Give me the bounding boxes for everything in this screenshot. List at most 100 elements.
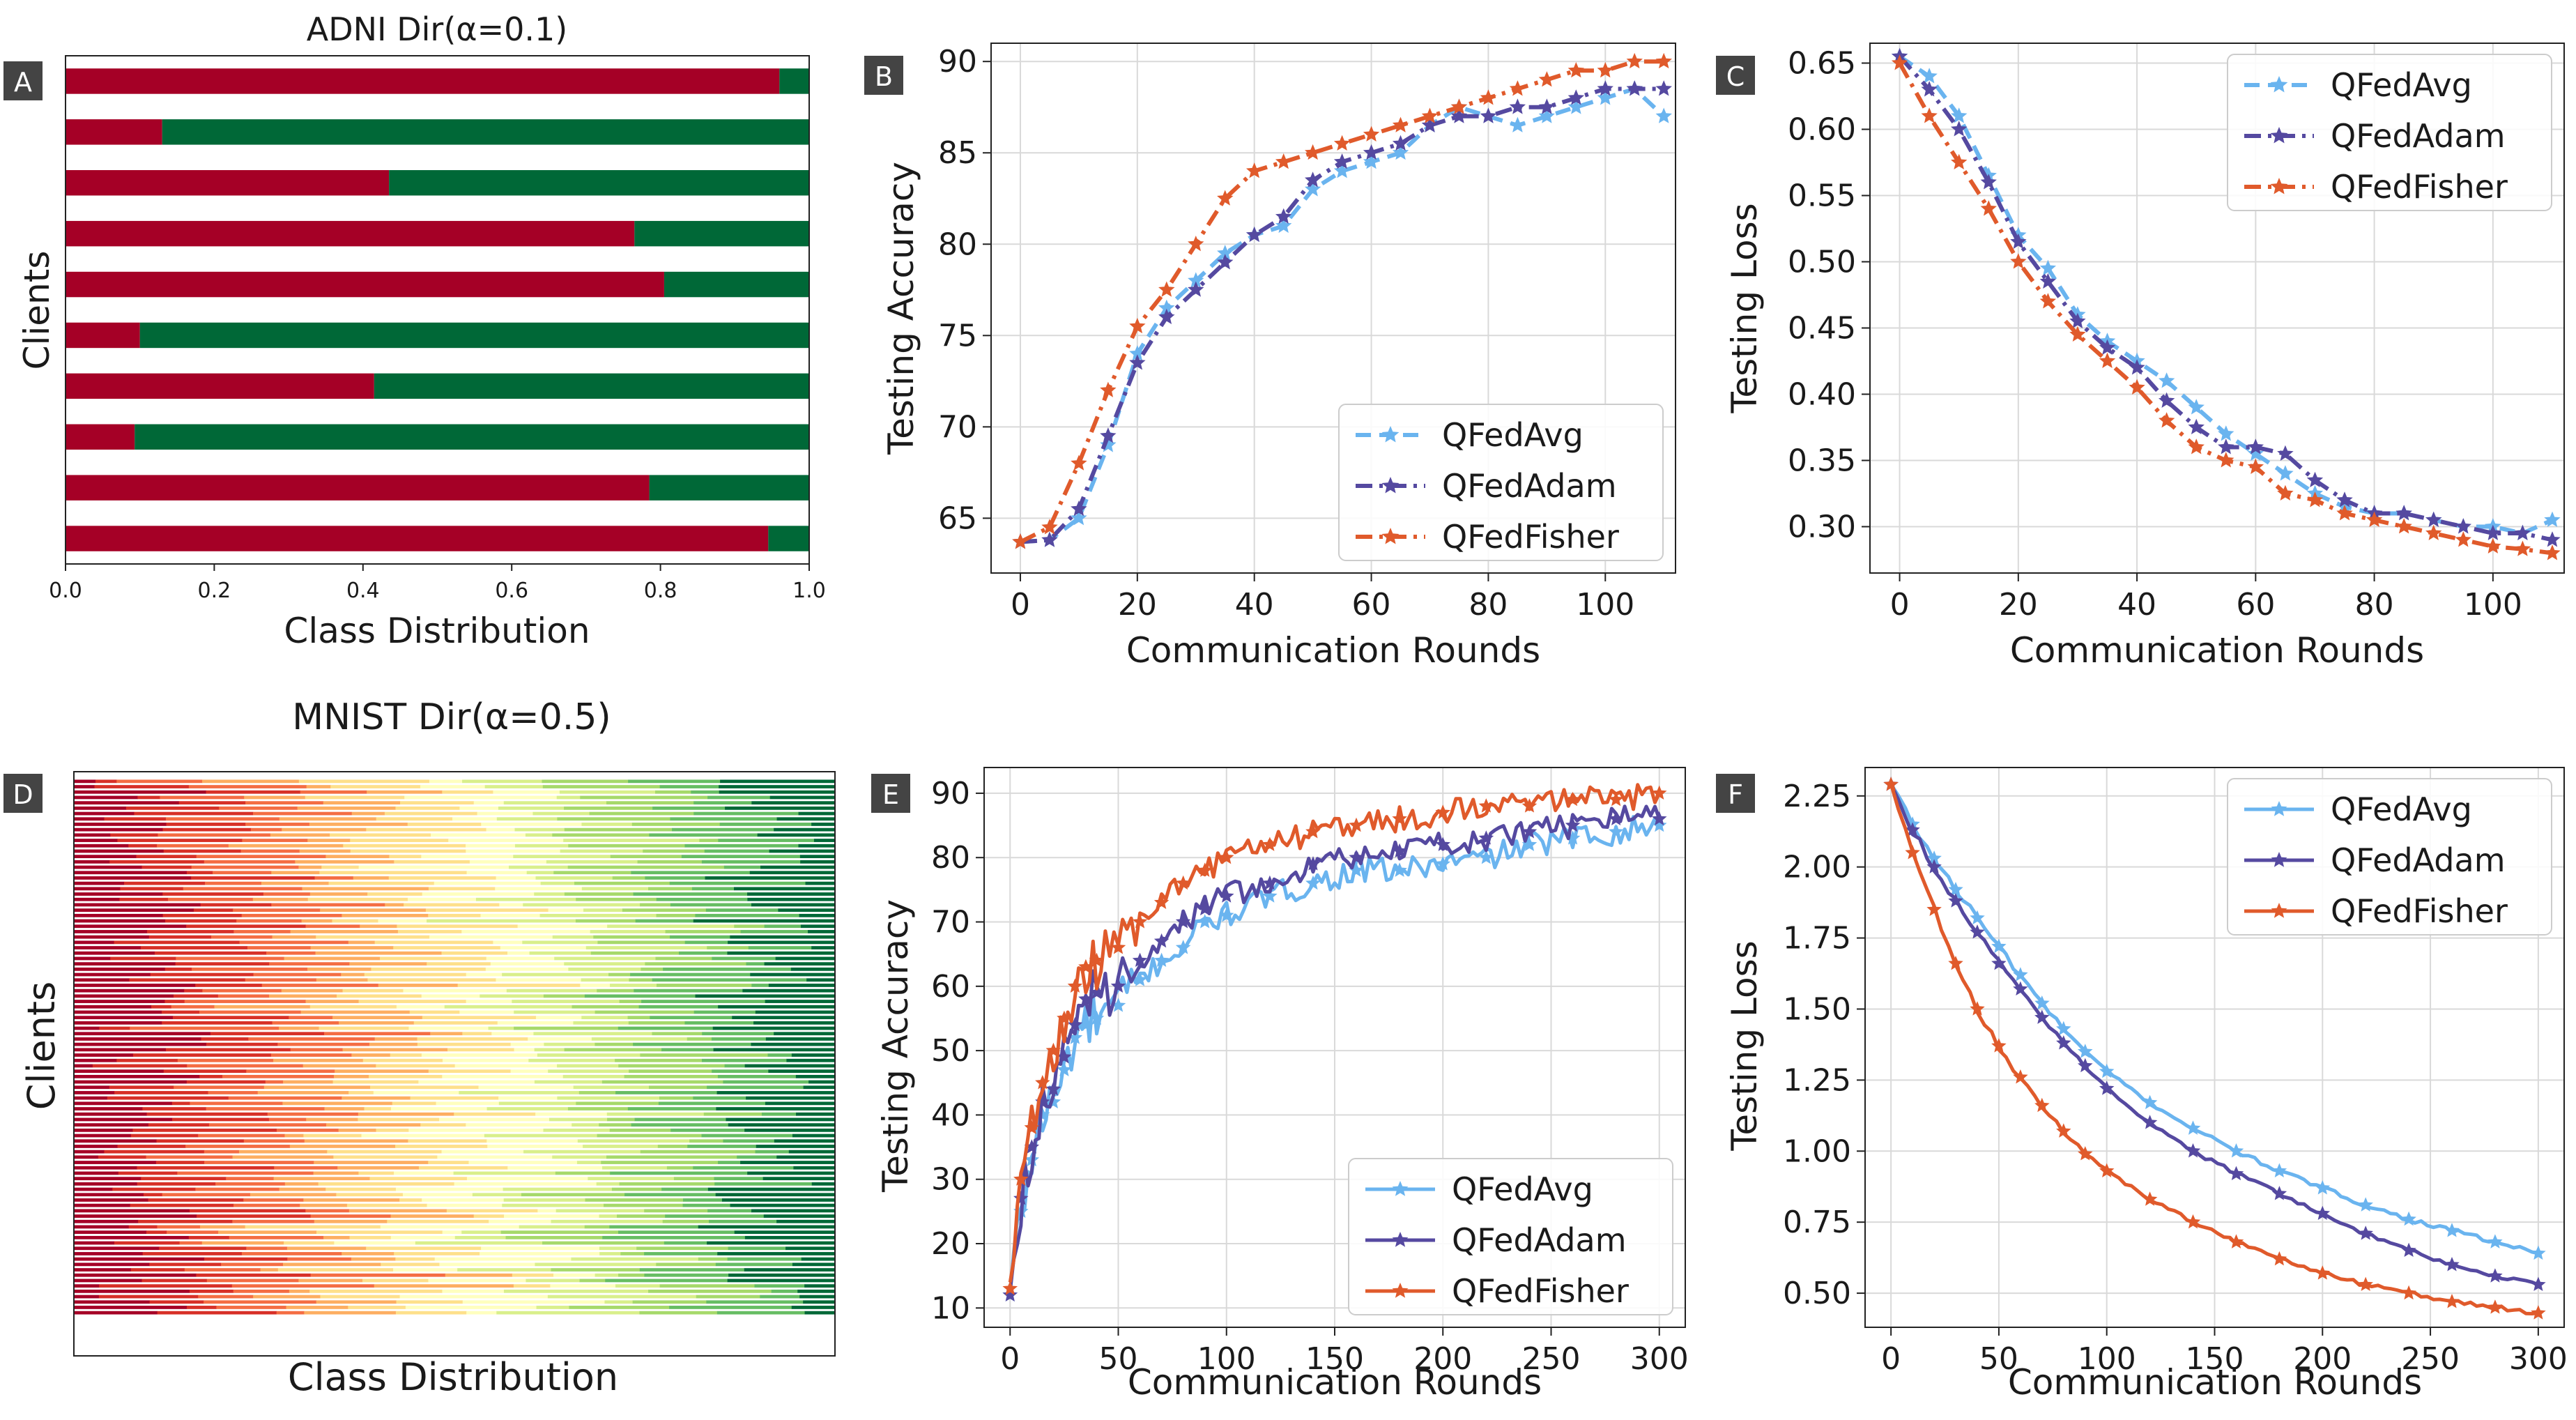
mnist-bar-client-7-class-6 [532,811,590,816]
mnist-bar-client-61-class-5 [436,1101,500,1106]
mnist-bar-client-99-class-3 [286,1306,348,1309]
mnist-bar-client-70-class-9 [788,1150,836,1154]
mnist-bar-client-98-class-8 [706,1300,804,1304]
mnist-bar-client-86-class-4 [349,1235,392,1239]
mnist-bar-client-32-class-9 [811,946,836,949]
mnist-bar-client-66-class-2 [276,1128,339,1132]
mnist-bar-client-100-class-3 [304,1311,397,1315]
panel-e-series-qfedadam-marker [1132,952,1148,968]
mnist-bar-client-95-class-8 [754,1284,805,1288]
mnist-bar-client-36-class-7 [641,967,664,971]
panel-f-series-qfedfisher-marker [2228,1234,2244,1249]
panel-e-ticks: 0 50 100 150 200 250 300 10 20 30 40 50 60 70 80 90 [931,776,1689,1377]
mnist-bar-client-4-class-2 [160,795,245,800]
mnist-bar-client-13-class-3 [228,843,344,848]
mnist-bar-client-35-class-4 [427,962,491,966]
mnist-bar-client-100-class-7 [639,1311,718,1315]
panel-c-series-qfedadam-marker [2099,339,2116,355]
panel-c-badge [1716,56,1755,95]
panel-f-series-qfedfisher-marker [2185,1214,2201,1229]
mnist-bar-client-62-class-9 [716,1107,836,1110]
mnist-bar-client-59-class-9 [716,1091,836,1094]
mnist-bar-client-56-class-0 [74,1074,200,1078]
adni-bar-class1-client-2 [162,119,809,145]
adni-bar-class1-client-1 [779,68,809,94]
mnist-bar-client-27-class-5 [378,919,427,923]
mnist-bar-client-85-class-0 [74,1230,147,1235]
mnist-bar-client-20-class-6 [540,881,575,885]
mnist-bar-client-19-class-3 [353,876,390,880]
mnist-bar-client-82-class-2 [310,1214,391,1218]
mnist-bar-client-56-class-4 [369,1074,443,1078]
panel-e-series-qfedavg-marker [1305,875,1321,890]
mnist-bar-client-30-class-5 [429,935,553,939]
panel-f-series-qfedadam-marker [1948,893,1963,908]
mnist-bar-client-79-class-2 [243,1198,304,1202]
adni-bar-class0-client-8 [66,424,135,450]
mnist-bar-client-33-class-0 [74,951,155,955]
mnist-bar-client-43-class-6 [444,1005,572,1009]
mnist-bar-client-10-class-4 [366,827,486,832]
panel-b-series [1012,52,1672,549]
mnist-bar-client-22-class-0 [74,892,163,896]
mnist-bar-client-43-class-3 [214,1005,311,1009]
mnist-bar-client-16-class-6 [546,860,638,864]
mnist-bar-client-42-class-3 [305,1000,359,1003]
mnist-bar-client-37-class-5 [466,972,503,977]
mnist-bar-client-86-class-3 [323,1235,350,1239]
panel-c-series-qfedfisher-marker [2010,253,2027,269]
mnist-bar-client-62-class-3 [324,1107,365,1110]
mnist-bar-client-36-class-9 [790,967,836,971]
panel-f-legend-box [2227,778,2552,936]
panel-b-y-axis-label: Testing Accuracy [881,162,921,455]
panel-f-x-tick-label: 0 [1881,1341,1901,1377]
panel-a-frame [65,55,810,565]
mnist-bar-client-25-class-4 [425,908,549,913]
mnist-bar-client-35-class-5 [490,962,565,966]
mnist-bar-client-86-class-5 [390,1235,456,1239]
mnist-bar-client-7-class-0 [74,811,135,816]
mnist-bar-client-7-class-7 [589,811,694,816]
mnist-bar-client-81-class-9 [751,1209,836,1213]
mnist-bar-client-28-class-3 [360,924,397,929]
mnist-bar-client-57-class-9 [808,1080,836,1084]
mnist-bar-client-75-class-6 [588,1177,675,1181]
mnist-bar-client-77-class-7 [611,1187,662,1191]
mnist-bar-client-96-class-4 [309,1289,443,1293]
mnist-bar-client-21-class-1 [120,887,184,891]
panel-a-x-axis-label: Class Distribution [284,611,590,651]
mnist-bar-client-35-class-2 [269,962,350,966]
panel-c-x-tick-label: 100 [2464,587,2522,623]
mnist-bar-client-57-class-1 [186,1080,266,1084]
mnist-bar-client-51-class-4 [447,1048,514,1052]
mnist-bar-client-11-class-0 [74,833,111,837]
mnist-bar-client-53-class-1 [116,1058,178,1062]
mnist-bar-client-49-class-5 [528,1037,592,1041]
mnist-bar-client-72-class-4 [428,1161,469,1164]
mnist-bar-client-100-class-4 [395,1311,467,1315]
mnist-bar-client-74-class-1 [118,1171,178,1175]
mnist-bar-client-69-class-3 [289,1145,396,1148]
panel-c-y-tick-label: 0.35 [1788,443,1856,479]
mnist-bar-client-10-class-0 [74,827,163,832]
mnist-bar-client-88-class-2 [246,1246,288,1251]
panel-c-series-qfedfisher-marker [2218,452,2234,468]
panel-f-series-qfedavg-marker [2056,1021,2071,1036]
panel-c-series-qfedfisher-marker [2247,458,2264,474]
mnist-bar-client-36-class-6 [568,967,641,971]
mnist-bar-client-9-class-2 [245,823,310,826]
mnist-bar-client-32-class-1 [140,946,248,949]
panel-e-legend-qfedavg-marker [1392,1181,1409,1196]
panel-e-series-qfedfisher-marker [1305,823,1321,839]
mnist-bar-client-98-class-9 [803,1300,836,1304]
panel-b-series-qfedadam-marker [1597,80,1613,96]
mnist-bar-client-44-class-3 [300,1010,411,1014]
mnist-bar-client-6-class-8 [652,806,726,810]
mnist-bar-client-15-class-7 [610,855,682,859]
mnist-bar-client-84-class-9 [698,1225,836,1229]
mnist-bar-client-9-class-0 [74,823,167,826]
mnist-bar-client-8-class-5 [452,817,498,821]
mnist-bar-client-69-class-9 [756,1145,836,1148]
mnist-bar-client-38-class-0 [74,978,130,982]
mnist-bar-client-67-class-7 [597,1133,702,1138]
